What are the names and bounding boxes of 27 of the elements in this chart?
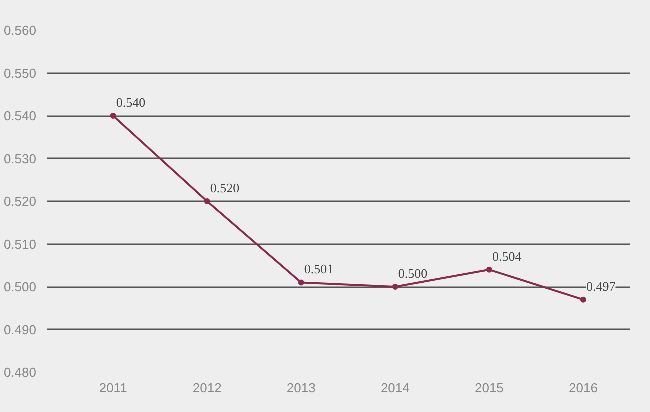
x-tick-label: 2011: [99, 380, 128, 396]
y-tick-label: 0.530: [4, 151, 37, 166]
y-tick-label: 0.540: [4, 108, 37, 124]
point: [204, 198, 210, 204]
x-tick-label: 2015: [474, 380, 504, 396]
y-tick-label: 0.550: [4, 66, 37, 81]
x-tick-label: 2016: [569, 380, 598, 396]
y-tick-label: 0.560: [4, 23, 37, 38]
point: [110, 113, 116, 119]
point: [486, 266, 492, 273]
text: 0.501: [304, 262, 334, 277]
x-tick-label: 2013: [286, 380, 316, 396]
y-tick-label: 0.520: [4, 194, 37, 209]
text: 0.500: [398, 266, 428, 281]
y-tick-label: 0.490: [4, 322, 37, 338]
point: [580, 296, 586, 303]
text: 0.540: [116, 95, 146, 110]
point: [392, 284, 398, 290]
point: [298, 280, 304, 286]
text: 0.504: [492, 248, 522, 264]
y-tick-label: 0.500: [4, 280, 37, 294]
x-tick-label: 2012: [192, 380, 222, 396]
x-tick-label: 2014: [380, 380, 410, 396]
y-tick-label: 0.480: [4, 365, 37, 380]
y-tick-label: 0.510: [4, 236, 37, 252]
text: 0.520: [210, 180, 240, 196]
text: 0.497: [586, 278, 616, 294]
